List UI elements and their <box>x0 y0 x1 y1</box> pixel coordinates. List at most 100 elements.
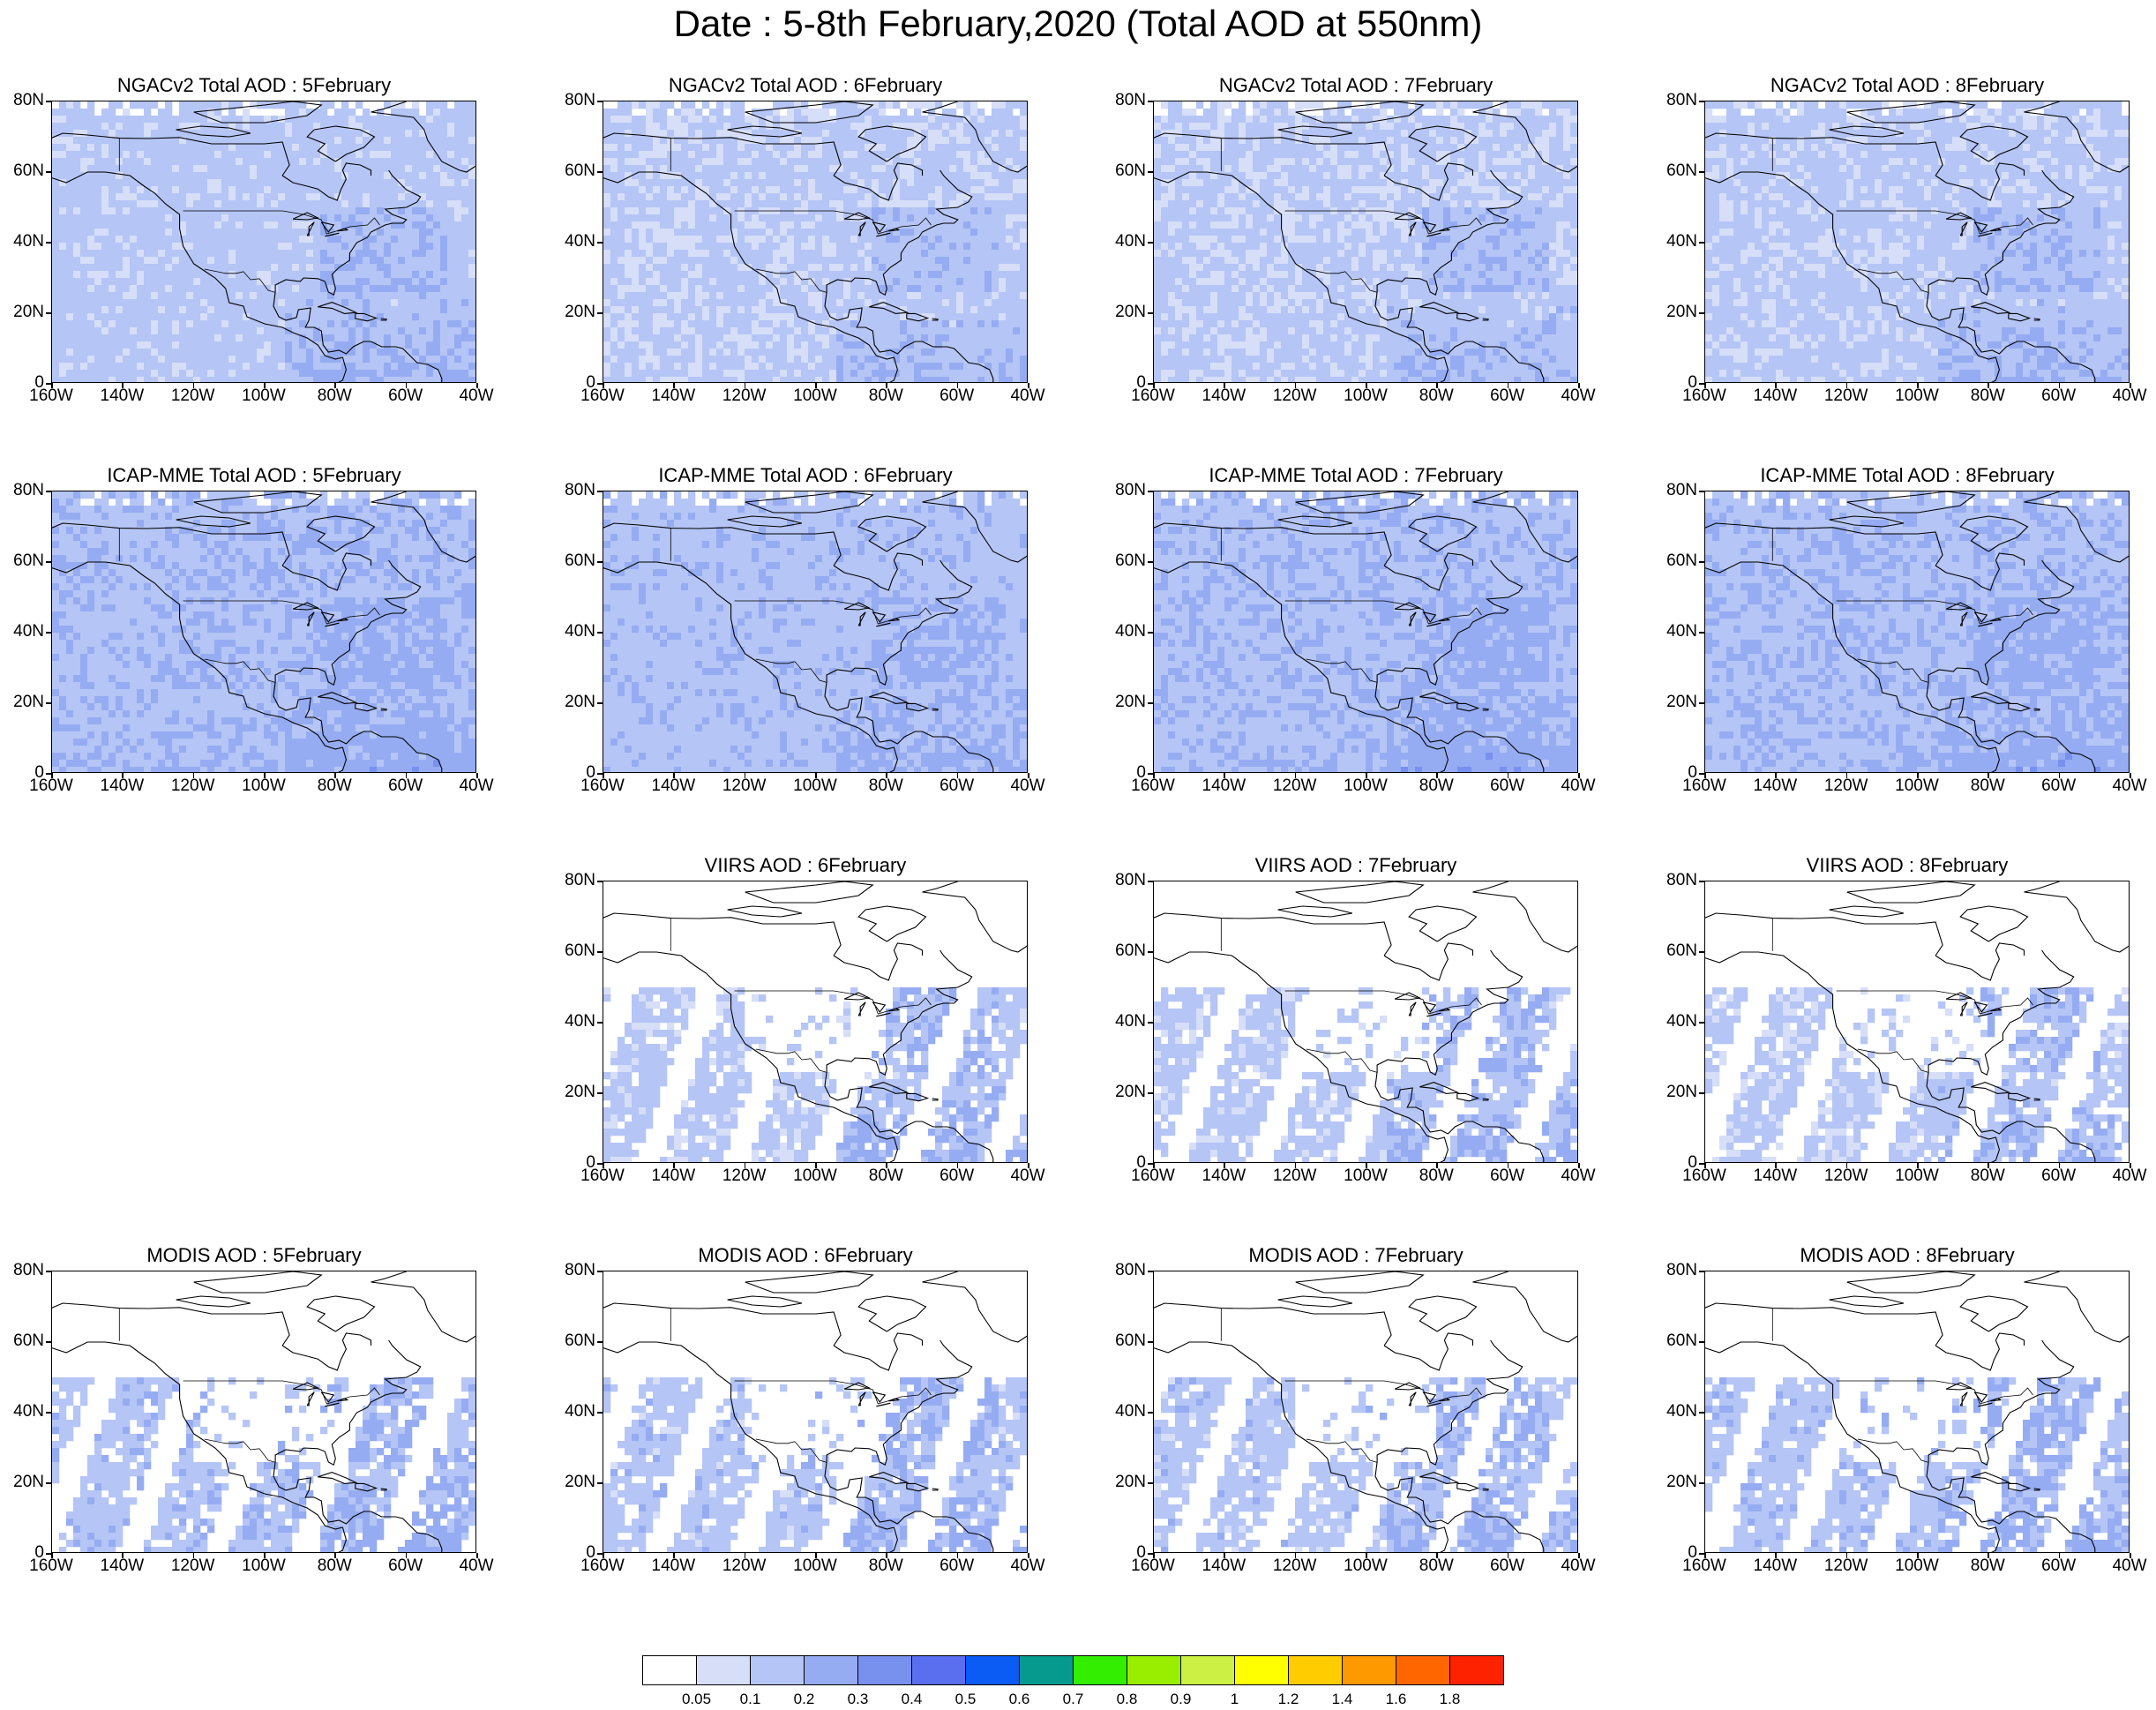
aod-cell <box>907 165 915 173</box>
aod-cell <box>426 101 434 109</box>
aod-cell <box>879 278 887 286</box>
aod-cell <box>632 363 640 371</box>
aod-cell <box>752 144 760 152</box>
aod-cell <box>109 116 116 124</box>
aod-cell <box>73 264 81 272</box>
aod-cell <box>426 341 434 349</box>
aod-cell <box>1013 257 1021 265</box>
aod-cell <box>144 363 152 371</box>
aod-cell <box>137 158 145 166</box>
aod-cell <box>461 144 469 152</box>
aod-cell <box>313 320 321 328</box>
aod-cell <box>610 334 618 342</box>
aod-cell <box>963 349 971 356</box>
aod-cell <box>723 313 731 321</box>
aod-cell <box>836 299 844 307</box>
aod-cell <box>716 257 724 265</box>
aod-cell <box>433 179 441 187</box>
aod-cell <box>87 334 95 342</box>
aod-cell <box>116 101 124 109</box>
aod-cell <box>391 320 399 328</box>
aod-cell <box>320 264 328 272</box>
aod-cell <box>603 214 611 222</box>
aod-cell <box>144 207 152 215</box>
aod-cell <box>356 221 363 229</box>
aod-cell <box>264 327 272 335</box>
aod-cell <box>52 109 60 116</box>
aod-cell <box>101 313 109 321</box>
aod-cell <box>695 116 703 124</box>
aod-cell <box>341 264 349 272</box>
aod-cell <box>1013 264 1021 272</box>
aod-cell <box>603 377 611 382</box>
aod-cell <box>723 341 731 349</box>
aod-cell <box>610 172 618 180</box>
aod-cell <box>829 292 837 300</box>
aod-cell <box>341 101 349 109</box>
aod-cell <box>200 377 208 382</box>
aod-cell <box>829 221 837 229</box>
aod-cell <box>787 271 795 279</box>
aod-cell <box>327 116 335 124</box>
x-tick-label: 40W <box>445 386 507 406</box>
aod-cell <box>236 116 243 124</box>
aod-cell <box>172 370 180 378</box>
aod-cell <box>172 229 180 236</box>
aod-cell <box>66 151 74 159</box>
aod-cell <box>419 250 427 258</box>
aod-cell <box>327 186 335 194</box>
aod-cell <box>759 243 767 251</box>
aod-cell <box>752 221 760 229</box>
aod-cell <box>935 214 943 222</box>
aod-cell <box>426 377 434 382</box>
aod-cell <box>610 370 618 378</box>
aod-cell <box>984 179 992 187</box>
aod-cell <box>907 320 915 328</box>
aod-cell <box>723 299 731 307</box>
aod-cell <box>313 186 321 194</box>
aod-cell <box>914 200 922 208</box>
aod-cell <box>667 285 675 293</box>
aod-cell <box>405 243 413 251</box>
aod-cell <box>914 313 922 321</box>
aod-cell <box>172 123 180 131</box>
aod-cell <box>341 292 349 300</box>
aod-cell <box>815 137 823 145</box>
aod-cell <box>271 349 279 356</box>
aod-cell <box>299 179 307 187</box>
aod-cell <box>730 349 738 356</box>
aod-cell <box>257 292 265 300</box>
aod-cell <box>730 123 738 131</box>
aod-cell <box>745 356 752 364</box>
aod-cell <box>271 250 279 258</box>
aod-cell <box>377 313 385 321</box>
aod-cell <box>872 158 880 166</box>
aod-cell <box>653 320 661 328</box>
aod-cell <box>914 123 922 131</box>
aod-cell <box>377 257 385 265</box>
aod-cell <box>130 207 138 215</box>
aod-cell <box>745 285 752 293</box>
aod-cell <box>207 349 215 356</box>
aod-cell <box>87 271 95 279</box>
aod-cell <box>653 341 661 349</box>
aod-cell <box>653 363 661 371</box>
aod-cell <box>610 236 618 244</box>
aod-cell <box>766 363 774 371</box>
aod-cell <box>815 214 823 222</box>
aod-cell <box>341 137 349 145</box>
aod-cell <box>829 271 837 279</box>
aod-cell <box>200 299 208 307</box>
aod-cell <box>921 123 929 131</box>
aod-cell <box>207 214 215 222</box>
aod-cell <box>370 130 378 138</box>
aod-cell <box>144 101 152 109</box>
aod-cell <box>116 186 124 194</box>
aod-cell <box>850 144 858 152</box>
aod-cell <box>426 165 434 173</box>
aod-cell <box>1006 250 1014 258</box>
aod-cell <box>257 313 265 321</box>
aod-cell <box>879 250 887 258</box>
aod-cell <box>165 193 173 201</box>
aod-cell <box>688 158 696 166</box>
